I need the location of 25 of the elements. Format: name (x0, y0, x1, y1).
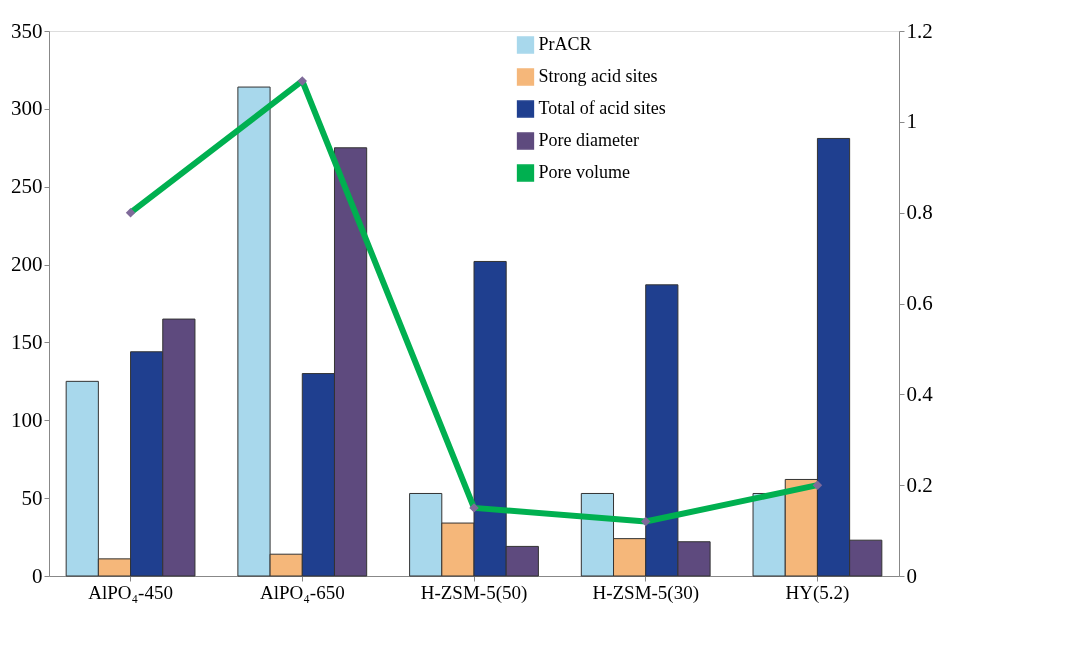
x-tick-label: HY(5.2) (785, 581, 850, 604)
legend-label: Total of acid sites (538, 98, 666, 118)
legend-label: Pore volume (538, 162, 630, 182)
x-tick-label: AlPO₄-650 (259, 581, 345, 603)
x-tick-label: H-ZSM-5(30) (592, 581, 700, 604)
y2-tick-label: 0.4 (906, 381, 934, 406)
y-tick-label: 50 (21, 485, 43, 510)
y2-tick-label: 0.6 (906, 291, 933, 315)
y2-tick-label: 0 (906, 563, 917, 588)
y-tick-label: 250 (11, 174, 43, 199)
legend-label: PrACR (538, 34, 592, 54)
y2-tick-label: 0.2 (906, 472, 933, 497)
y-tick-label: 0 (32, 563, 43, 588)
y-tick-label: 300 (11, 96, 43, 121)
y-tick-label: 100 (11, 407, 43, 432)
y-tick-label: 350 (11, 18, 43, 43)
legend-label: Pore diameter (538, 130, 639, 150)
x-tick-label: AlPO₄-450 (88, 581, 173, 603)
y2-tick-label: 1 (906, 109, 917, 134)
x-tick-label: H-ZSM-5(50) (420, 581, 528, 604)
y-tick-label: 200 (11, 252, 43, 277)
legend-label: Strong acid sites (538, 66, 658, 86)
y2-tick-label: 1.2 (906, 18, 933, 43)
y-tick-label: 150 (11, 329, 43, 354)
y2-tick-label: 0.8 (906, 200, 933, 225)
